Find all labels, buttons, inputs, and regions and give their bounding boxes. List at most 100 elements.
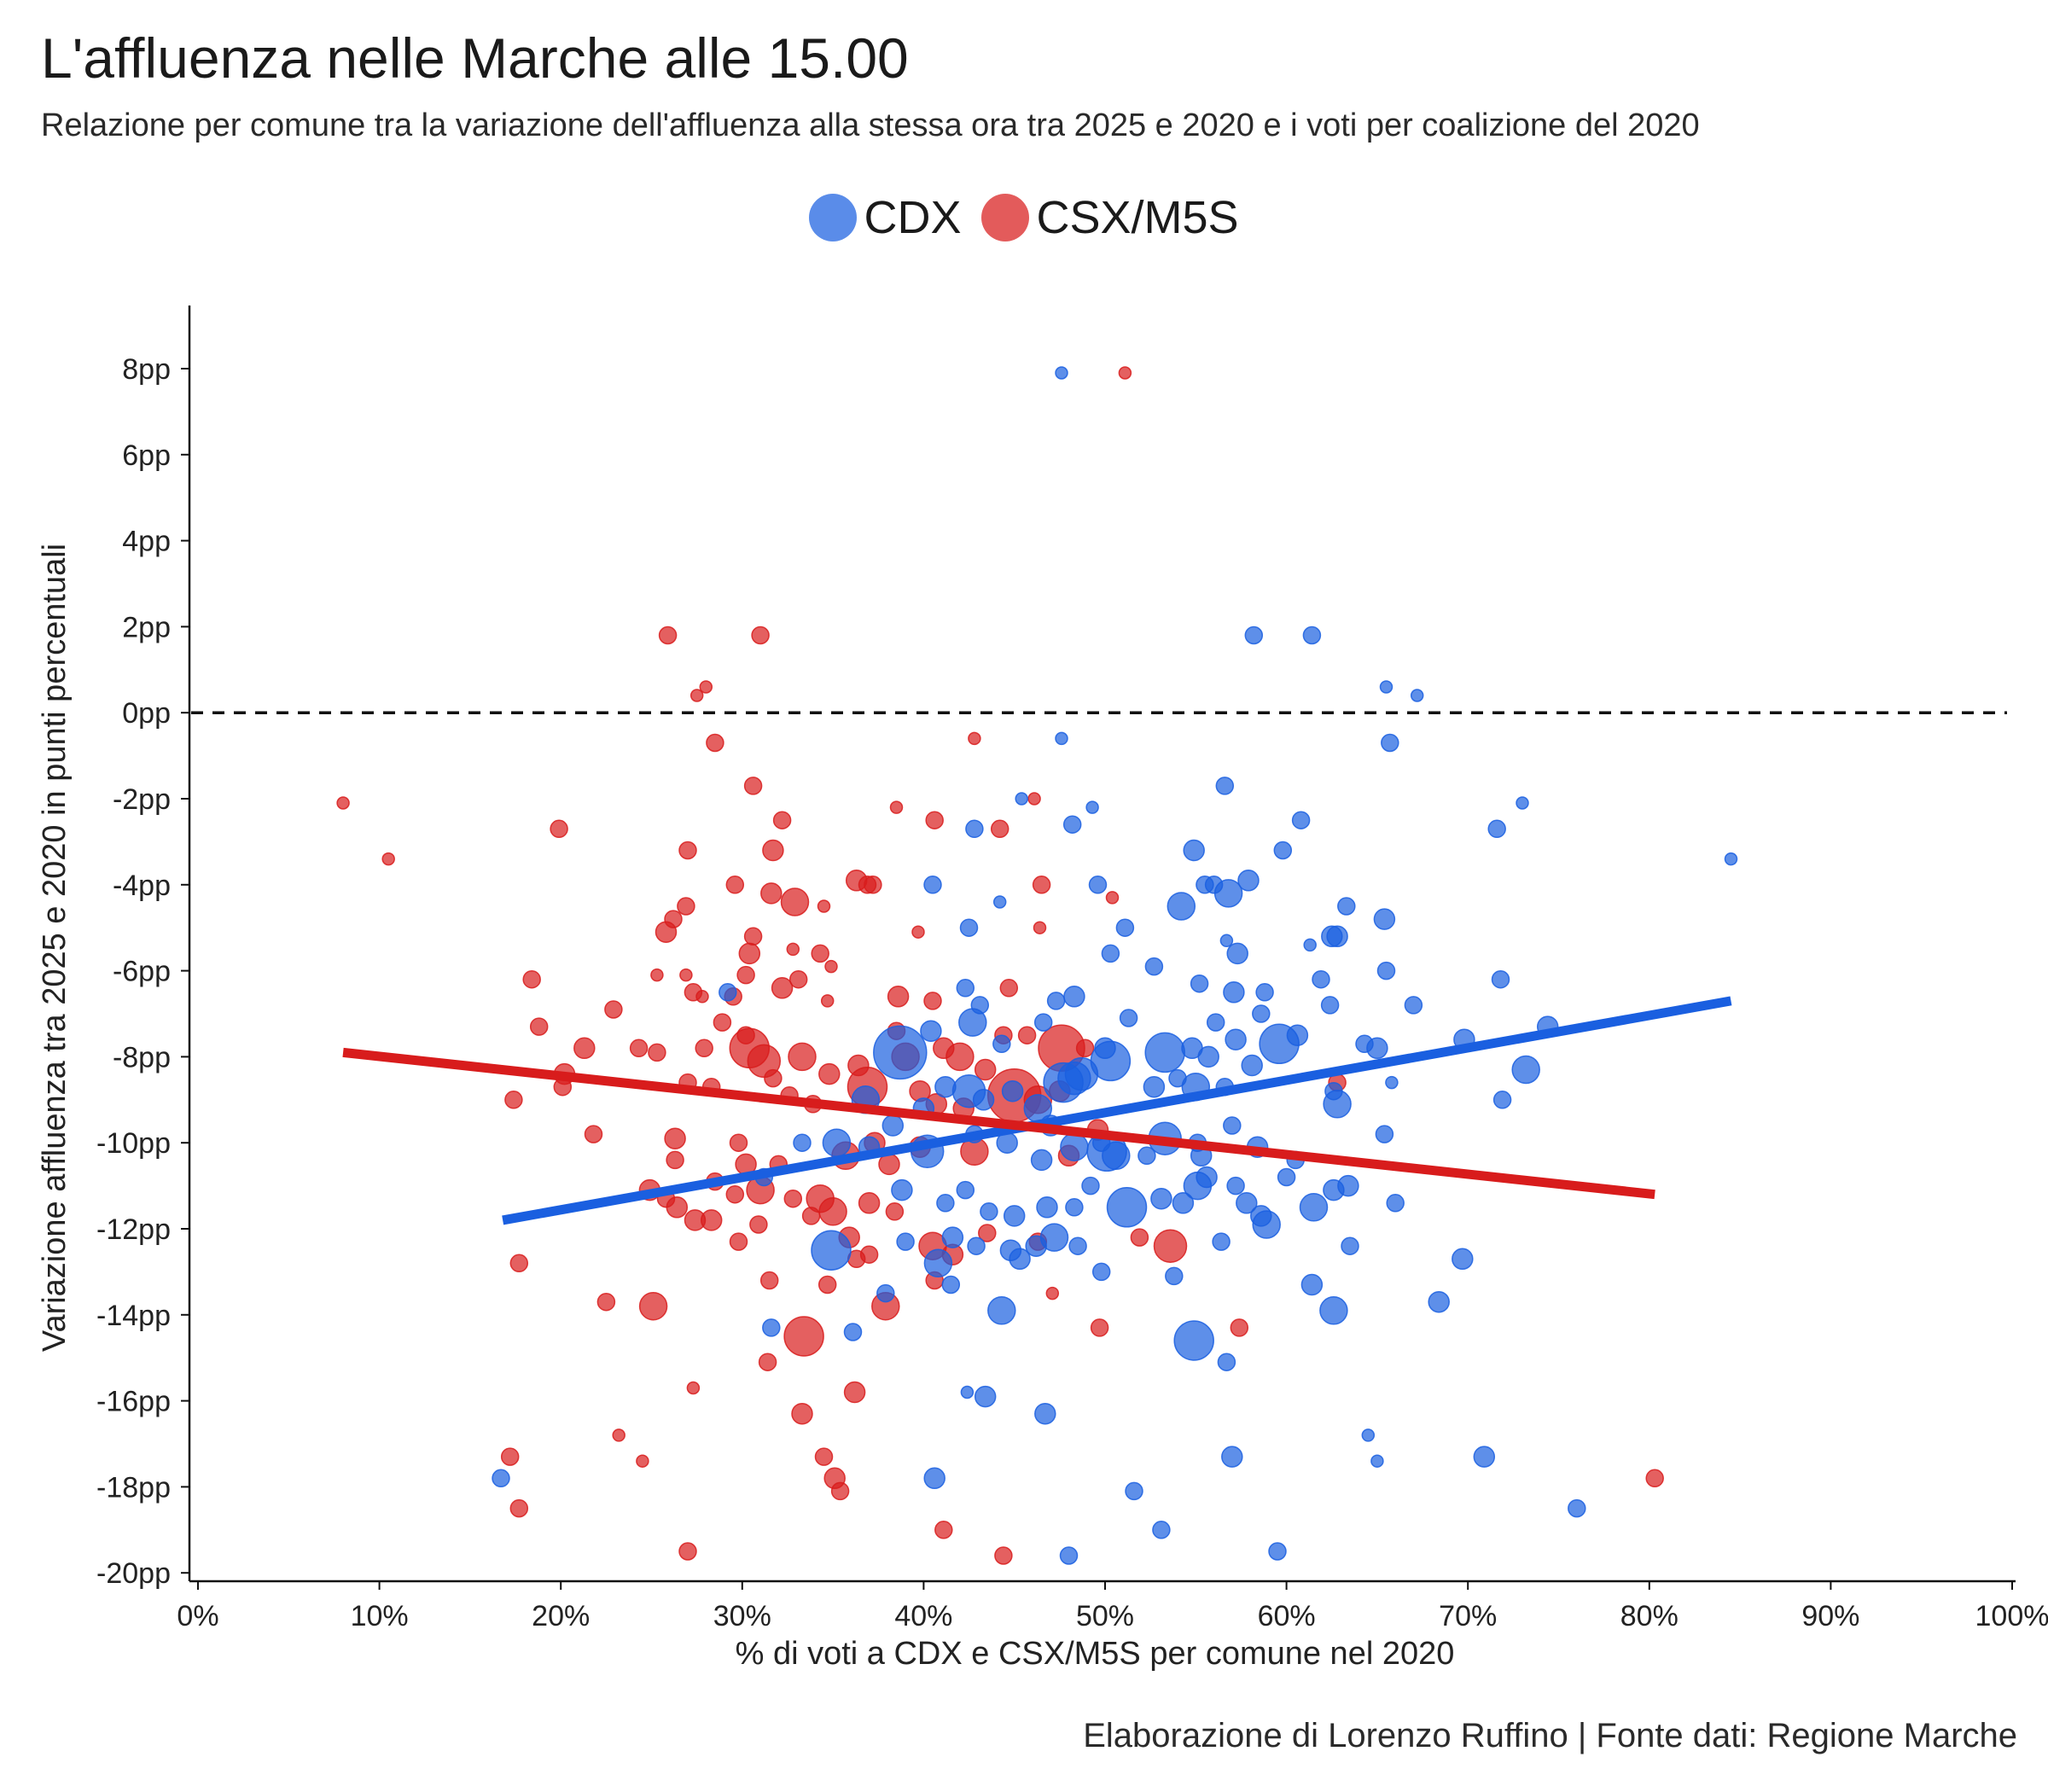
data-point-csx-m5s xyxy=(772,811,792,829)
data-point-csx-m5s xyxy=(749,1215,768,1234)
data-point-cdx xyxy=(1268,1542,1287,1561)
data-point-csx-m5s xyxy=(584,1125,603,1143)
data-point-csx-m5s xyxy=(843,1381,866,1404)
data-point-csx-m5s xyxy=(743,927,763,946)
data-point-csx-m5s xyxy=(1017,1026,1037,1044)
data-point-cdx xyxy=(1361,1428,1376,1442)
data-point-csx-m5s xyxy=(771,977,794,999)
data-point-cdx xyxy=(1196,1166,1218,1189)
data-point-csx-m5s xyxy=(934,1521,953,1539)
data-point-csx-m5s xyxy=(500,1447,520,1466)
data-point-cdx xyxy=(1030,1149,1053,1172)
data-point-csx-m5s xyxy=(887,986,910,1008)
data-point-csx-m5s xyxy=(818,1062,841,1085)
data-point-cdx xyxy=(762,1318,781,1337)
data-point-cdx xyxy=(936,1194,955,1213)
y-tick-label: -20pp xyxy=(96,1557,171,1590)
data-point-cdx xyxy=(1106,1187,1148,1228)
legend-swatch-cdx xyxy=(809,194,858,241)
data-point-csx-m5s xyxy=(738,942,761,965)
x-tick-label: 80% xyxy=(1620,1600,1679,1632)
x-tick-label: 0% xyxy=(177,1600,218,1632)
data-point-cdx xyxy=(891,1178,913,1201)
data-point-cdx xyxy=(1212,1232,1231,1251)
data-point-cdx xyxy=(960,1385,975,1399)
data-point-csx-m5s xyxy=(729,1232,748,1251)
data-point-csx-m5s xyxy=(743,777,763,795)
y-tick-label: -12pp xyxy=(96,1213,171,1246)
data-point-cdx xyxy=(873,1025,928,1080)
trend-layer xyxy=(342,996,1732,1225)
data-point-cdx xyxy=(1115,918,1135,937)
data-point-cdx xyxy=(1385,1075,1399,1090)
legend: CDX CSX/M5S xyxy=(0,183,2048,252)
x-axis-label: % di voti a CDX e CSX/M5S per comune nel… xyxy=(736,1636,1455,1672)
data-point-cdx xyxy=(843,1323,863,1341)
data-point-cdx xyxy=(1144,957,1164,976)
data-point-cdx xyxy=(1376,961,1396,980)
data-point-cdx xyxy=(1068,1236,1087,1255)
data-point-cdx xyxy=(965,819,984,839)
data-point-cdx xyxy=(1516,796,1529,810)
y-tick-label: 4pp xyxy=(122,526,171,558)
data-point-cdx xyxy=(1312,969,1330,989)
y-tick-label: 6pp xyxy=(122,439,171,472)
axes-layer: 8pp 6pp 4pp 2pp 0pp -2pp -4pp -6pp -8pp -10pp -12p… xyxy=(37,305,2048,1672)
data-point-csx-m5s xyxy=(1075,1039,1095,1058)
chart-title: L'affluenza nelle Marche alle 15.00 xyxy=(41,26,909,90)
data-point-csx-m5s xyxy=(994,1546,1013,1565)
data-point-cdx xyxy=(1065,1198,1084,1217)
data-point-cdx xyxy=(1323,1178,1345,1201)
data-point-cdx xyxy=(1381,733,1399,753)
data-point-cdx xyxy=(719,983,737,1002)
data-point-cdx xyxy=(1062,815,1082,834)
data-point-csx-m5s xyxy=(945,1042,975,1072)
data-point-csx-m5s xyxy=(762,839,784,862)
x-tick-label: 40% xyxy=(894,1600,952,1632)
data-point-cdx xyxy=(492,1469,510,1488)
data-point-cdx xyxy=(1150,1187,1172,1210)
data-point-cdx xyxy=(980,1202,998,1221)
data-point-csx-m5s xyxy=(999,979,1019,998)
data-point-csx-m5s xyxy=(706,733,724,753)
data-point-cdx xyxy=(1137,1146,1156,1166)
data-point-csx-m5s xyxy=(990,819,1009,839)
data-point-csx-m5s xyxy=(689,689,704,702)
data-point-csx-m5s xyxy=(978,1224,997,1242)
data-point-cdx xyxy=(1286,1024,1309,1046)
data-point-cdx xyxy=(1125,1481,1143,1501)
data-point-cdx xyxy=(1063,986,1085,1008)
data-point-csx-m5s xyxy=(811,944,829,963)
data-point-csx-m5s xyxy=(381,852,395,866)
data-point-csx-m5s xyxy=(636,1454,649,1468)
data-point-csx-m5s xyxy=(817,899,831,913)
data-point-cdx xyxy=(1165,1266,1184,1286)
data-point-csx-m5s xyxy=(783,1316,824,1357)
data-point-cdx xyxy=(923,1467,945,1490)
data-point-cdx xyxy=(1473,1446,1496,1468)
data-point-csx-m5s xyxy=(1230,1318,1249,1337)
data-point-csx-m5s xyxy=(801,1207,821,1225)
data-point-cdx xyxy=(992,1034,1011,1054)
data-point-cdx xyxy=(1319,1296,1348,1325)
data-point-cdx xyxy=(1370,1454,1384,1468)
y-tick-label: -10pp xyxy=(96,1127,171,1160)
data-point-cdx xyxy=(1252,1210,1281,1239)
data-point-cdx xyxy=(1206,1013,1225,1032)
data-point-cdx xyxy=(974,1385,997,1408)
data-point-cdx xyxy=(1386,1194,1405,1213)
data-point-cdx xyxy=(1326,925,1348,948)
data-point-csx-m5s xyxy=(725,1184,745,1204)
data-point-csx-m5s xyxy=(650,968,664,982)
data-point-cdx xyxy=(1221,1446,1243,1468)
data-point-cdx xyxy=(1102,1141,1131,1171)
x-tick-label: 30% xyxy=(713,1600,771,1632)
data-point-cdx xyxy=(1225,1028,1247,1050)
data-point-cdx xyxy=(958,1008,987,1037)
y-tick-label: -4pp xyxy=(113,870,171,902)
x-tick-label: 20% xyxy=(532,1600,590,1632)
data-point-csx-m5s xyxy=(522,969,541,989)
data-point-csx-m5s xyxy=(824,959,838,974)
data-point-csx-m5s xyxy=(1153,1229,1188,1263)
data-point-cdx xyxy=(1241,1054,1263,1077)
